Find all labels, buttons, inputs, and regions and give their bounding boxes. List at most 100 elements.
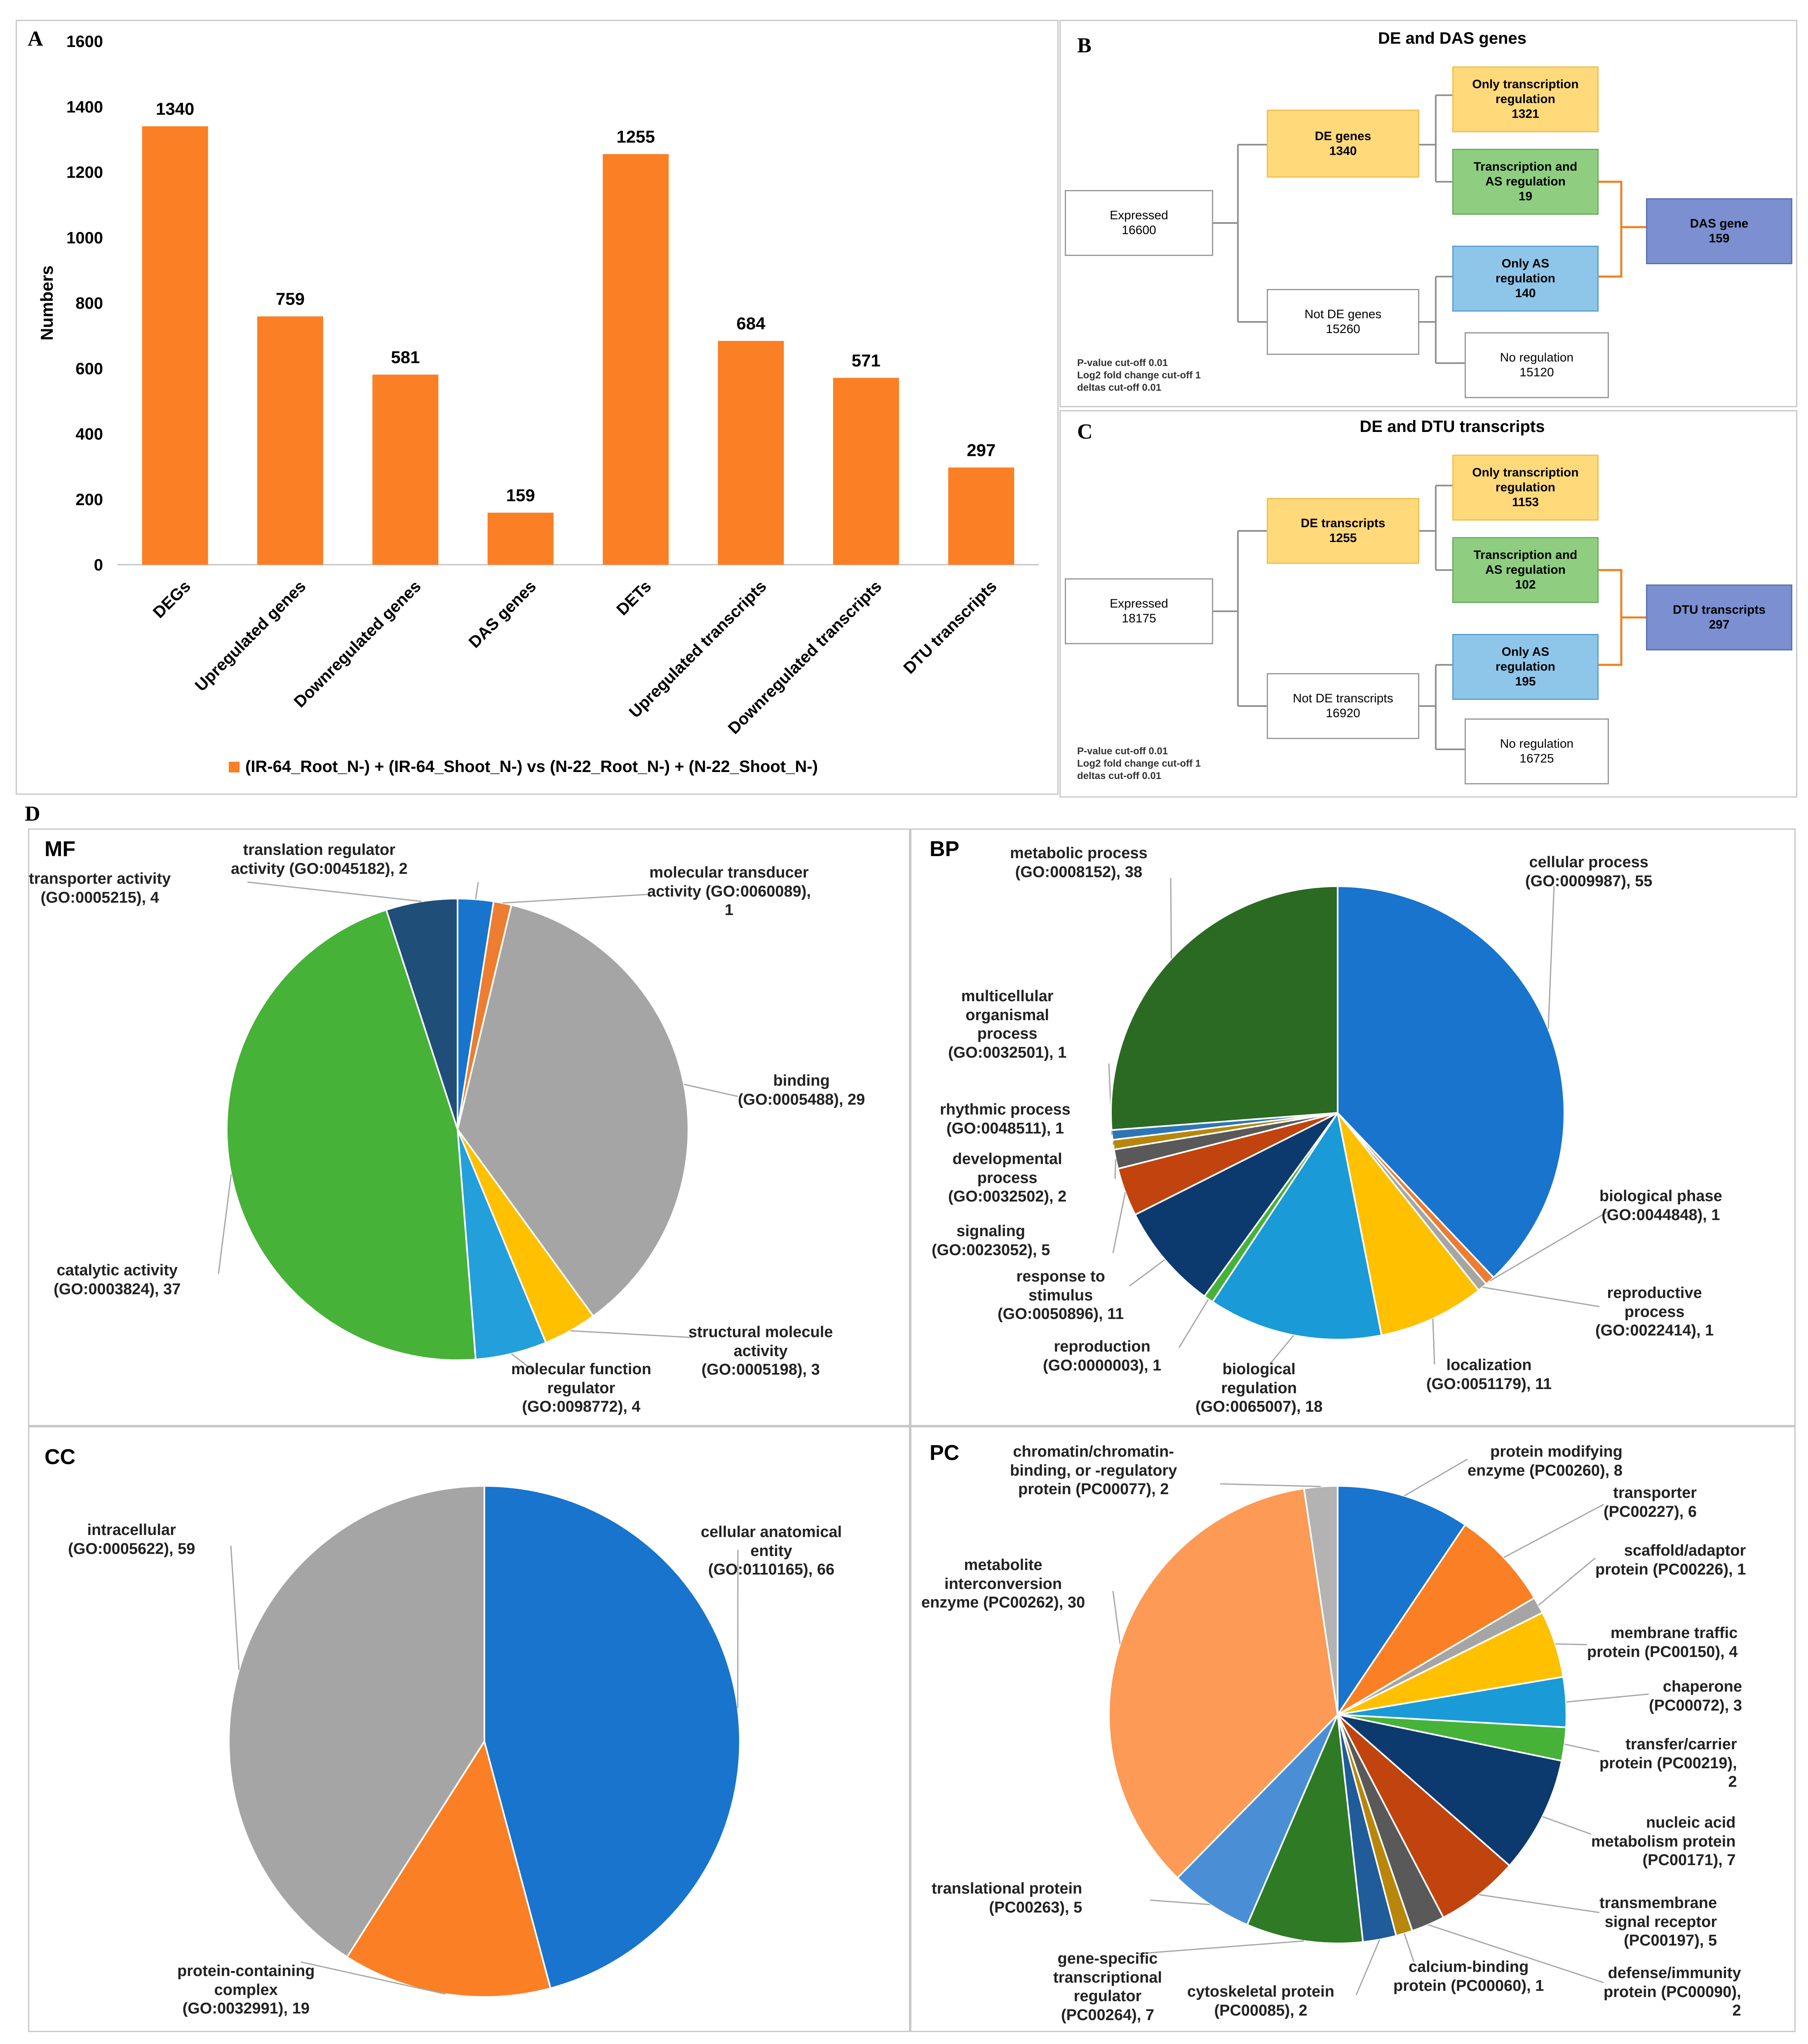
pie-leader-line bbox=[1114, 1159, 1117, 1179]
b-expressed-box: Expressed 16600 bbox=[1065, 190, 1213, 256]
pie-slice-mf bbox=[385, 897, 458, 1130]
pie-leader-line bbox=[1428, 1924, 1604, 1983]
b-no-regulation-box: No regulation 15120 bbox=[1465, 332, 1609, 398]
mf-title: MF bbox=[45, 837, 76, 861]
pc-label-scaffold-adaptor: scaffold/adaptor protein (PC00226), 1 bbox=[1595, 1542, 1746, 1578]
pie-leader-line bbox=[1432, 1319, 1435, 1365]
pie-leader-line bbox=[1150, 1899, 1210, 1906]
pie-leader-line bbox=[301, 1961, 446, 1995]
pie-leader-line bbox=[1564, 1744, 1600, 1753]
bar bbox=[603, 154, 669, 565]
c-expressed-box: Expressed 18175 bbox=[1065, 578, 1213, 644]
pie-slice-pc bbox=[1337, 1523, 1536, 1715]
pie-leader-line bbox=[1404, 1933, 1415, 1962]
pie-slice-mf bbox=[456, 904, 689, 1317]
panel-letter-a: A bbox=[28, 27, 43, 51]
mf-label-molecular-transducer: molecular transducer activity (GO:0060089… bbox=[647, 864, 811, 919]
c-cutoffs: P-value cut-off 0.01 Log2 fold change cut… bbox=[1077, 746, 1201, 781]
panel-letter-d: D bbox=[25, 802, 40, 826]
pc-label-protein-modifying: protein modifying enzyme (PC00260), 8 bbox=[1468, 1443, 1623, 1479]
bp-label-response-stimulus: response to stimulus (GO:0050896), 11 bbox=[998, 1268, 1124, 1323]
pie-leader-line bbox=[230, 1545, 240, 1670]
b-transcription-as-box: Transcription and AS regulation 19 bbox=[1452, 149, 1599, 215]
bar bbox=[833, 378, 899, 565]
pie-leader-line bbox=[1547, 886, 1555, 1029]
pie-leader-line bbox=[683, 1084, 738, 1097]
bp-label-reproductive-process: reproductive process (GO:0022414), 1 bbox=[1595, 1284, 1714, 1340]
pie-slice-pc bbox=[1246, 1711, 1364, 1944]
b-only-transcription-box: Only transcription regulation 1321 bbox=[1452, 66, 1599, 132]
bp-label-signaling: signaling (GO:0023052), 5 bbox=[932, 1223, 1050, 1259]
pie-leader-line bbox=[1170, 878, 1172, 959]
pc-label-gene-specific: gene-specific transcriptional regulator (PC… bbox=[1053, 1950, 1162, 2024]
diagram-b-title: DE and DAS genes bbox=[1378, 29, 1527, 47]
bar bbox=[487, 512, 554, 565]
pie-slice-mf bbox=[457, 1129, 547, 1361]
pie-leader-line bbox=[1482, 1286, 1600, 1307]
pie-slice-pc bbox=[1337, 1485, 1467, 1718]
pie-leader-line bbox=[475, 882, 479, 899]
c-not-de-box: Not DE transcripts 16920 bbox=[1267, 673, 1419, 739]
bp-label-multicellular: multicellular organismal process (GO:003250… bbox=[948, 988, 1067, 1061]
pie-leader-line bbox=[1129, 1259, 1165, 1287]
mf-label-binding: binding (GO:0005488), 29 bbox=[738, 1072, 865, 1108]
c-dtu-box: DTU transcripts 297 bbox=[1646, 584, 1792, 650]
legend-label: (IR-64_Root_N-) + (IR-64_Shoot_N-) vs (N… bbox=[245, 758, 818, 776]
bp-label-reproduction: reproduction (GO:0000003), 1 bbox=[1043, 1338, 1162, 1374]
mf-label-transporter-activity: transporter activity (GO:0005215), 4 bbox=[29, 870, 171, 906]
cc-label-cellular-anatomical: cellular anatomical entity (GO:0110165), 6… bbox=[701, 1523, 842, 1579]
b-only-as-box: Only AS regulation 140 bbox=[1452, 246, 1599, 312]
pie-leader-line bbox=[1538, 1557, 1596, 1606]
pc-label-transfer-carrier: transfer/carrier protein (PC00219), 2 bbox=[1599, 1736, 1737, 1791]
bar bbox=[142, 126, 208, 565]
bar bbox=[948, 467, 1014, 565]
pie-slice-pc bbox=[1337, 1714, 1511, 1919]
diagram-c-connectors bbox=[1213, 485, 1646, 750]
pc-label-metabolite-interconversion: metabolite interconversion enzyme (PC00262… bbox=[921, 1556, 1085, 1612]
pc-label-membrane-traffic: membrane traffic protein (PC00150), 4 bbox=[1587, 1624, 1738, 1661]
pie-slice-cc bbox=[484, 1485, 741, 1990]
bp-label-metabolic-process: metabolic process (GO:0008152), 38 bbox=[1010, 845, 1148, 881]
pie-slice-bp bbox=[1110, 885, 1338, 1131]
bp-label-cellular-process: cellular process (GO:0009987), 55 bbox=[1525, 854, 1653, 890]
pie-slice-pc bbox=[1176, 1714, 1338, 1926]
pie-leader-line bbox=[1566, 1693, 1649, 1703]
pie-slice-pc bbox=[1337, 1611, 1564, 1715]
pie-leader-line bbox=[1355, 1939, 1381, 1995]
bar bbox=[718, 341, 784, 565]
y-tick-label: 1600 bbox=[66, 33, 103, 51]
y-tick-label: 1400 bbox=[66, 98, 103, 116]
pc-label-transporter: transporter (PC00227), 6 bbox=[1604, 1484, 1697, 1521]
pc-label-translational: translational protein (PC00263), 5 bbox=[932, 1880, 1082, 1916]
bar bbox=[372, 374, 439, 565]
pie-leader-line bbox=[1112, 1591, 1121, 1644]
bar-value-label: 159 bbox=[506, 486, 535, 505]
c-de-box: DE transcripts 1255 bbox=[1267, 498, 1419, 564]
pie-leader-line bbox=[1542, 1816, 1592, 1835]
pc-label-chaperone: chaperone (PC00072), 3 bbox=[1649, 1678, 1742, 1714]
pie-leader-line bbox=[511, 1353, 536, 1373]
cc-title: CC bbox=[45, 1445, 76, 1469]
c-transcription-as-box: Transcription and AS regulation 102 bbox=[1452, 537, 1599, 603]
y-axis-label: Numbers bbox=[37, 265, 56, 340]
pie-leader-line bbox=[1112, 1192, 1126, 1253]
pie-slice-pc bbox=[1108, 1487, 1339, 1879]
pie-slice-pc bbox=[1303, 1485, 1338, 1715]
c-only-transcription-box: Only transcription regulation 1153 bbox=[1452, 455, 1599, 521]
pie-leader-line bbox=[570, 1330, 693, 1338]
panel-letter-c: C bbox=[1077, 420, 1093, 444]
pc-label-chromatin: chromatin/chromatin-binding, or -regulat… bbox=[1010, 1443, 1177, 1498]
cc-label-intracellular: intracellular (GO:0005622), 59 bbox=[68, 1521, 195, 1558]
c-no-regulation-box: No regulation 16725 bbox=[1465, 718, 1609, 784]
y-tick-label: 200 bbox=[75, 490, 103, 509]
bar-value-label: 571 bbox=[852, 351, 881, 370]
pie-slice-cc bbox=[228, 1485, 485, 1958]
bp-label-biological-phase: biological phase (GO:0044848), 1 bbox=[1599, 1187, 1722, 1224]
pc-label-nucleic-acid: nucleic acid metabolism protein (PC00171),… bbox=[1591, 1814, 1736, 1869]
pie-slice-pc bbox=[1335, 1713, 1563, 1867]
y-tick-label: 0 bbox=[94, 556, 103, 574]
bp-label-developmental-process: developmental process (GO:0032502), 2 bbox=[948, 1150, 1067, 1206]
pie-leader-line bbox=[247, 881, 422, 902]
y-tick-label: 1200 bbox=[66, 164, 103, 182]
